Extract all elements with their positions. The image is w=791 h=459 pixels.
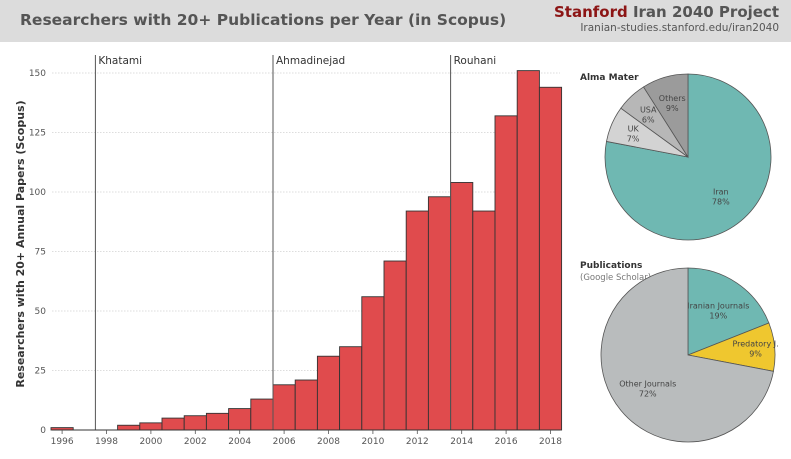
x-tick-label: 2010 [361,437,384,447]
x-tick-label: 2006 [273,437,296,447]
brand-project: Iran 2040 Project [632,3,779,21]
brand-name: Stanford Iran 2040 Project [554,3,779,21]
y-tick-label: 50 [35,307,47,317]
era-label-khatami: Khatami [98,55,142,67]
bar-2011 [383,260,407,431]
bar-2006 [272,384,296,431]
pie-pct-other-journals: 72% [639,389,657,398]
bar-chart-bars [50,70,563,431]
pie-slice-iranian-journals [687,267,770,356]
pie-pct-iran: 78% [712,198,730,207]
pie-label-usa: USA [640,106,657,115]
pie-label-predatory-j: Predatory J. [732,340,778,349]
pie2-title: Publications [580,261,642,271]
pie-label-uk: UK [628,124,640,133]
x-tick-label: 2018 [539,437,562,447]
x-tick-label: 2014 [450,437,473,447]
x-tick-label: 1998 [95,437,118,447]
bar-1999 [117,424,141,431]
brand-url[interactable]: Iranian-studies.stanford.edu/iran2040 [580,22,779,34]
bar-2016 [494,115,518,431]
pie-label-iranian-journals: Iranian Journals [687,301,749,310]
bar-2014 [450,182,474,431]
bar-2007 [294,379,318,431]
bar-2004 [228,408,252,431]
bar-2013 [427,196,452,431]
brand-block: Stanford Iran 2040 Project Iranian-studi… [554,3,779,34]
bar-2008 [316,355,341,431]
bar-2009 [339,346,363,431]
era-label-ahmadinejad: Ahmadinejad [276,55,345,67]
y-tick-label: 100 [29,188,46,198]
bar-2003 [205,412,230,431]
y-tick-label: 125 [29,129,46,139]
pie-pct-others: 9% [666,104,679,113]
x-tick-label: 1996 [51,437,74,447]
pie2-subtitle: (Google Scholar) [580,273,651,283]
pie-label-iran: Iran [713,188,729,197]
pie1-title: Alma Mater [580,73,639,83]
brand-word: Stanford [553,3,628,21]
x-tick-label: 2002 [184,437,207,447]
pie-slice-other-journals [600,267,774,443]
pie-pct-uk: 7% [627,134,640,143]
bar-2015 [472,210,496,431]
era-label-rouhani: Rouhani [454,55,497,67]
x-tick-label: 2008 [317,437,340,447]
bar-2010 [361,296,385,431]
bar-2018 [538,86,563,431]
y-axis-label: Researchers with 20+ Annual Papers (Scop… [14,100,27,387]
bar-2005 [250,398,274,431]
bar-chart-x-axis: 1996 1998 2000 2002 2004 2006 2008 2010 2012 2014… [51,429,562,447]
x-tick-label: 2000 [139,437,162,447]
bar-2001 [161,417,185,431]
bar-chart-annotations: Khatami Ahmadinejad Rouhani [94,55,497,430]
header-bar: Researchers with 20+ Publications per Ye… [0,0,791,42]
bar-2012 [405,210,429,431]
pie-pct-predatory-j: 9% [749,350,762,359]
y-tick-label: 25 [35,367,46,377]
page-title: Researchers with 20+ Publications per Ye… [20,11,507,29]
bar-chart-y-ticks: 0 25 50 75 100 125 150 [29,69,46,436]
bar-2000 [139,422,163,431]
y-tick-label: 75 [35,248,46,258]
bar-2017 [516,70,540,431]
y-tick-label: 0 [40,426,46,436]
pie-label-other-journals: Other Journals [619,379,676,388]
pie-pct-iranian-journals: 19% [709,311,727,320]
x-tick-label: 2016 [495,437,518,447]
y-tick-label: 150 [29,69,46,79]
pie-label-others: Others [659,94,686,103]
pie-slice-iran [604,73,772,241]
pie-slice-others [642,73,689,159]
pie-pct-usa: 6% [642,116,655,125]
x-tick-label: 2012 [406,437,429,447]
x-tick-label: 2004 [228,437,251,447]
bar-2002 [183,415,207,431]
